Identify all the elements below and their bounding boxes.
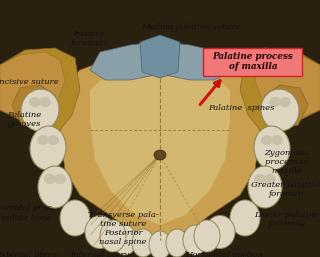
Text: Incisive suture: Incisive suture	[0, 78, 59, 86]
Ellipse shape	[30, 126, 66, 170]
Ellipse shape	[29, 97, 41, 107]
Polygon shape	[0, 52, 65, 120]
Text: Greater palatine
foramen: Greater palatine foramen	[251, 181, 320, 198]
Ellipse shape	[261, 89, 299, 131]
Polygon shape	[240, 48, 320, 130]
Polygon shape	[90, 65, 230, 225]
Polygon shape	[12, 85, 58, 128]
Text: Zygomatic
process of
maxilla: Zygomatic process of maxilla	[264, 149, 309, 176]
Polygon shape	[0, 48, 80, 130]
Ellipse shape	[85, 216, 115, 249]
Text: Internal ptery-
goid plate: Internal ptery- goid plate	[70, 251, 132, 257]
Ellipse shape	[149, 231, 171, 257]
Ellipse shape	[205, 216, 235, 249]
Ellipse shape	[183, 225, 207, 255]
Text: Pyramidal proc.
of palate bone: Pyramidal proc. of palate bone	[0, 204, 54, 222]
Polygon shape	[90, 42, 158, 80]
Text: Palatine process
of maxilla: Palatine process of maxilla	[212, 52, 293, 71]
Text: Horizontal portion
of palate bone: Horizontal portion of palate bone	[185, 251, 263, 257]
Ellipse shape	[21, 89, 59, 131]
Ellipse shape	[154, 150, 166, 160]
Text: Lesser palatine
foramina: Lesser palatine foramina	[254, 211, 319, 228]
Ellipse shape	[264, 174, 276, 184]
Ellipse shape	[44, 174, 56, 184]
Ellipse shape	[132, 229, 154, 257]
Ellipse shape	[271, 135, 283, 145]
Ellipse shape	[269, 97, 281, 107]
Ellipse shape	[261, 135, 273, 145]
Ellipse shape	[194, 220, 220, 252]
Polygon shape	[255, 52, 320, 120]
Ellipse shape	[166, 229, 188, 257]
Ellipse shape	[100, 220, 126, 252]
Polygon shape	[60, 50, 260, 237]
Ellipse shape	[54, 174, 66, 184]
Polygon shape	[162, 42, 230, 80]
Polygon shape	[140, 35, 180, 78]
Ellipse shape	[254, 126, 290, 170]
Ellipse shape	[38, 166, 72, 208]
Text: Palatine
grooves: Palatine grooves	[7, 111, 41, 128]
Polygon shape	[262, 85, 308, 128]
Ellipse shape	[37, 135, 49, 145]
Ellipse shape	[230, 200, 260, 236]
Text: External ptery-
goid plate: External ptery- goid plate	[0, 251, 59, 257]
Ellipse shape	[254, 174, 266, 184]
Ellipse shape	[279, 97, 291, 107]
Text: Transverse pala-
tine suture
Posterior
nasal spine: Transverse pala- tine suture Posterior n…	[88, 211, 159, 246]
Ellipse shape	[248, 166, 282, 208]
Ellipse shape	[39, 97, 51, 107]
Ellipse shape	[60, 200, 90, 236]
Text: Incisive
foramen: Incisive foramen	[70, 30, 106, 47]
Text: Palatine  spines: Palatine spines	[208, 104, 274, 112]
Bar	[203, 48, 302, 76]
Text: Median palatine suture: Median palatine suture	[141, 23, 240, 31]
Ellipse shape	[113, 225, 137, 255]
Ellipse shape	[47, 135, 59, 145]
